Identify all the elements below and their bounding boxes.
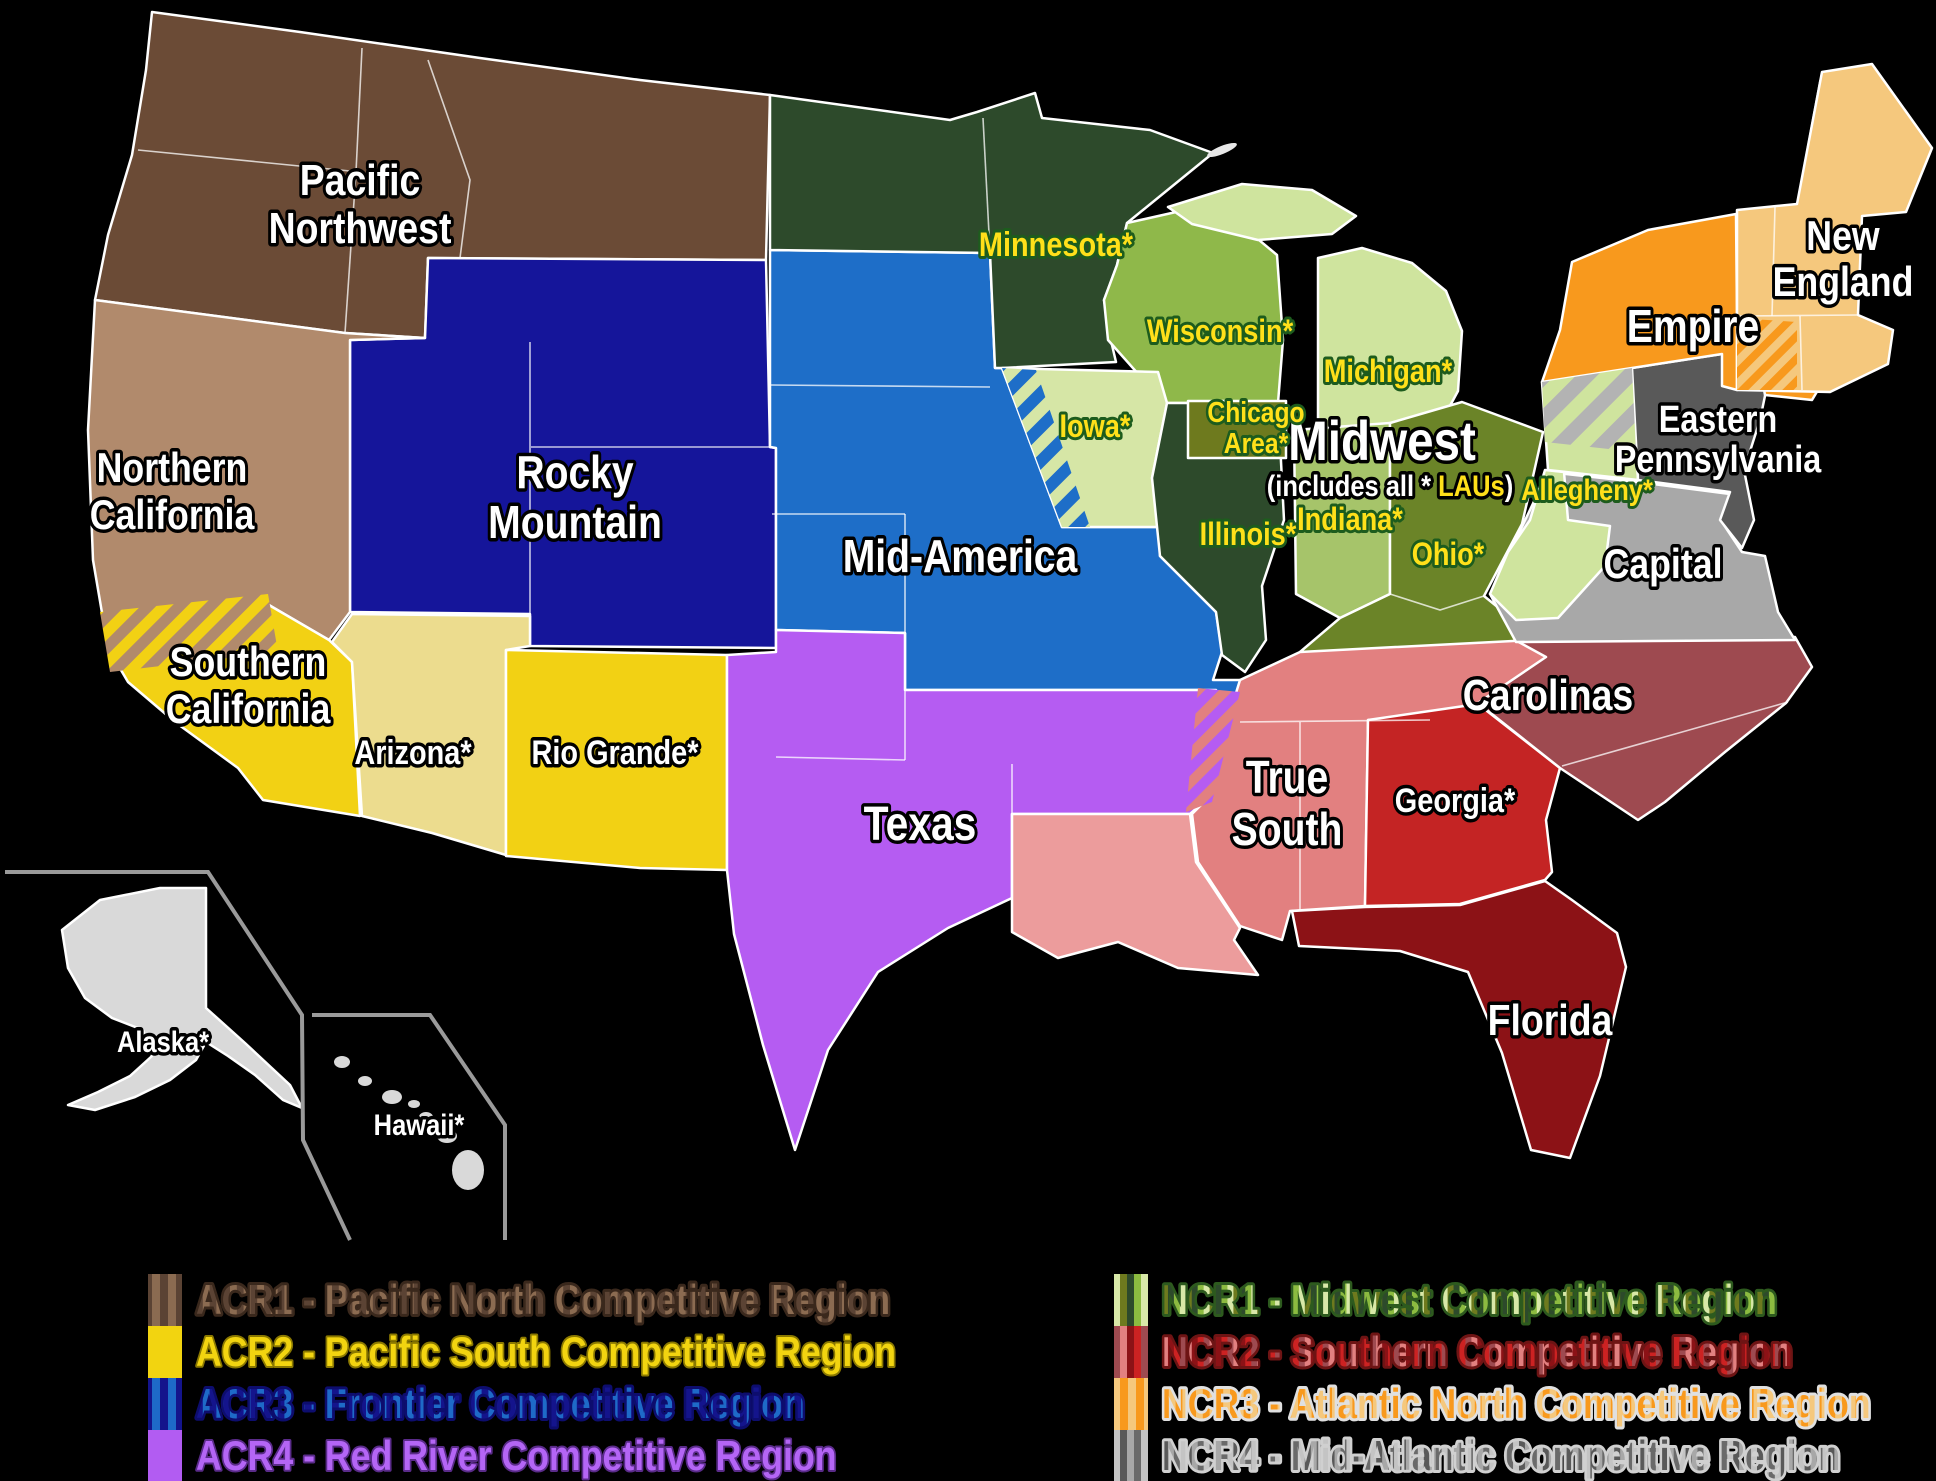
hatch-arkansas-mississippi xyxy=(1186,688,1240,812)
region-rio-grande xyxy=(504,648,729,872)
legend-swatch-acr3 xyxy=(148,1378,182,1430)
label-northern-california: Northern California xyxy=(90,445,255,538)
label-lau-iowa: Iowa* xyxy=(1059,409,1130,445)
label-lau-wisconsin: Wisconsin* xyxy=(1147,314,1294,350)
legend-swatch-ncr2 xyxy=(1114,1326,1148,1378)
label-lau-michigan: Michigan* xyxy=(1324,354,1453,390)
region-louisiana xyxy=(1010,812,1260,977)
hatch-overlays xyxy=(100,318,1797,812)
region-michigan-up xyxy=(1166,182,1358,242)
legend-swatch-acr4 xyxy=(148,1430,182,1481)
region-west-virginia xyxy=(1488,468,1612,622)
label-capital: Capital xyxy=(1604,541,1723,587)
label-pacific-northwest: Pacific Northwest xyxy=(269,155,452,253)
hatch-iowa-nebraska xyxy=(1002,368,1090,527)
region-carolinas xyxy=(1476,635,1814,822)
label-lau-illinois: Illinois* xyxy=(1200,517,1297,553)
legend-label-acr2: ACR2 - Pacific South Competitive Region xyxy=(196,1329,896,1375)
hatch-nw-pennsylvania xyxy=(1542,368,1636,452)
legend-swatch-acr1 xyxy=(148,1274,182,1326)
legend-swatch-acr2 xyxy=(148,1326,182,1378)
legend-label-ncr2: NCR2 - Southern Competitive Region xyxy=(1162,1329,1793,1375)
legend-label-ncr4: NCR4 - Mid-Atlantic Competitive Region xyxy=(1162,1433,1840,1479)
label-arizona: Arizona* xyxy=(354,733,472,772)
isle-royale xyxy=(1207,142,1237,158)
label-rocky-mountain: Rocky Mountain xyxy=(488,447,662,549)
label-lau-chicago-area: Chicago Area* xyxy=(1207,396,1304,459)
legend-label-acr4: ACR4 - Red River Competitive Region xyxy=(196,1433,837,1479)
region-michigan-lp xyxy=(1316,246,1464,430)
label-eastern-pennsylvania: Eastern Pennsylvania xyxy=(1615,399,1822,481)
label-mid-america: Mid-America xyxy=(843,531,1078,583)
state-borders xyxy=(137,47,1859,910)
label-alaska: Alaska* xyxy=(117,1025,209,1058)
label-florida: Florida xyxy=(1488,995,1613,1045)
label-new-england: New England xyxy=(1773,213,1914,305)
label-carolinas: Carolinas xyxy=(1463,670,1633,720)
label-lau-indiana: Indiana* xyxy=(1297,502,1403,538)
inset-borders xyxy=(5,870,507,1241)
hatch-connecticut xyxy=(1737,318,1797,390)
legend-label-acr1: ACR1 - Pacific North Competitive Region xyxy=(196,1277,890,1323)
label-southern-california: Southern California xyxy=(166,639,331,732)
map-labels: Pacific Northwest Northern California Sout… xyxy=(86,152,1916,1145)
label-texas: Texas xyxy=(864,798,977,851)
label-georgia: Georgia* xyxy=(1395,781,1516,820)
label-empire: Empire xyxy=(1627,301,1760,353)
hatch-california-split xyxy=(100,594,278,672)
legend-label-ncr3: NCR3 - Atlantic North Competitive Region xyxy=(1162,1381,1871,1427)
legend-label-ncr1: NCR1 - Midwest Competitive Region xyxy=(1162,1277,1777,1323)
alaska-inset-border xyxy=(5,870,352,1241)
region-empire xyxy=(1540,212,1739,392)
label-lau-allegheny: Allegheny* xyxy=(1521,473,1653,506)
region-new-england xyxy=(1735,62,1934,394)
label-midwest-note: (includes all * LAUs) xyxy=(1267,469,1513,502)
hawaii-inset-border xyxy=(312,1013,507,1240)
label-lau-minnesota: Minnesota* xyxy=(979,225,1134,264)
label-true-south: True South xyxy=(1232,752,1343,856)
legend-swatch-ncr1 xyxy=(1114,1274,1148,1326)
legend-swatch-ncr4 xyxy=(1114,1430,1148,1481)
label-midwest: Midwest xyxy=(1288,410,1476,472)
regions xyxy=(60,10,1934,1190)
label-lau-ohio: Ohio* xyxy=(1412,537,1485,573)
region-hawaii xyxy=(334,1056,484,1190)
region-alaska xyxy=(60,886,304,1112)
legend: ACR1 - Pacific North Competitive Region … xyxy=(148,1274,1873,1481)
region-florida xyxy=(1290,879,1628,1160)
region-illinois xyxy=(1150,401,1286,674)
legend-label-acr3: ACR3 - Frontier Competitive Region xyxy=(196,1381,805,1427)
legend-swatch-ncr3 xyxy=(1114,1378,1148,1430)
label-rio-grande: Rio Grande* xyxy=(532,733,700,772)
label-hawaii: Hawaii* xyxy=(374,1108,465,1141)
region-chicago-area xyxy=(1186,399,1288,460)
